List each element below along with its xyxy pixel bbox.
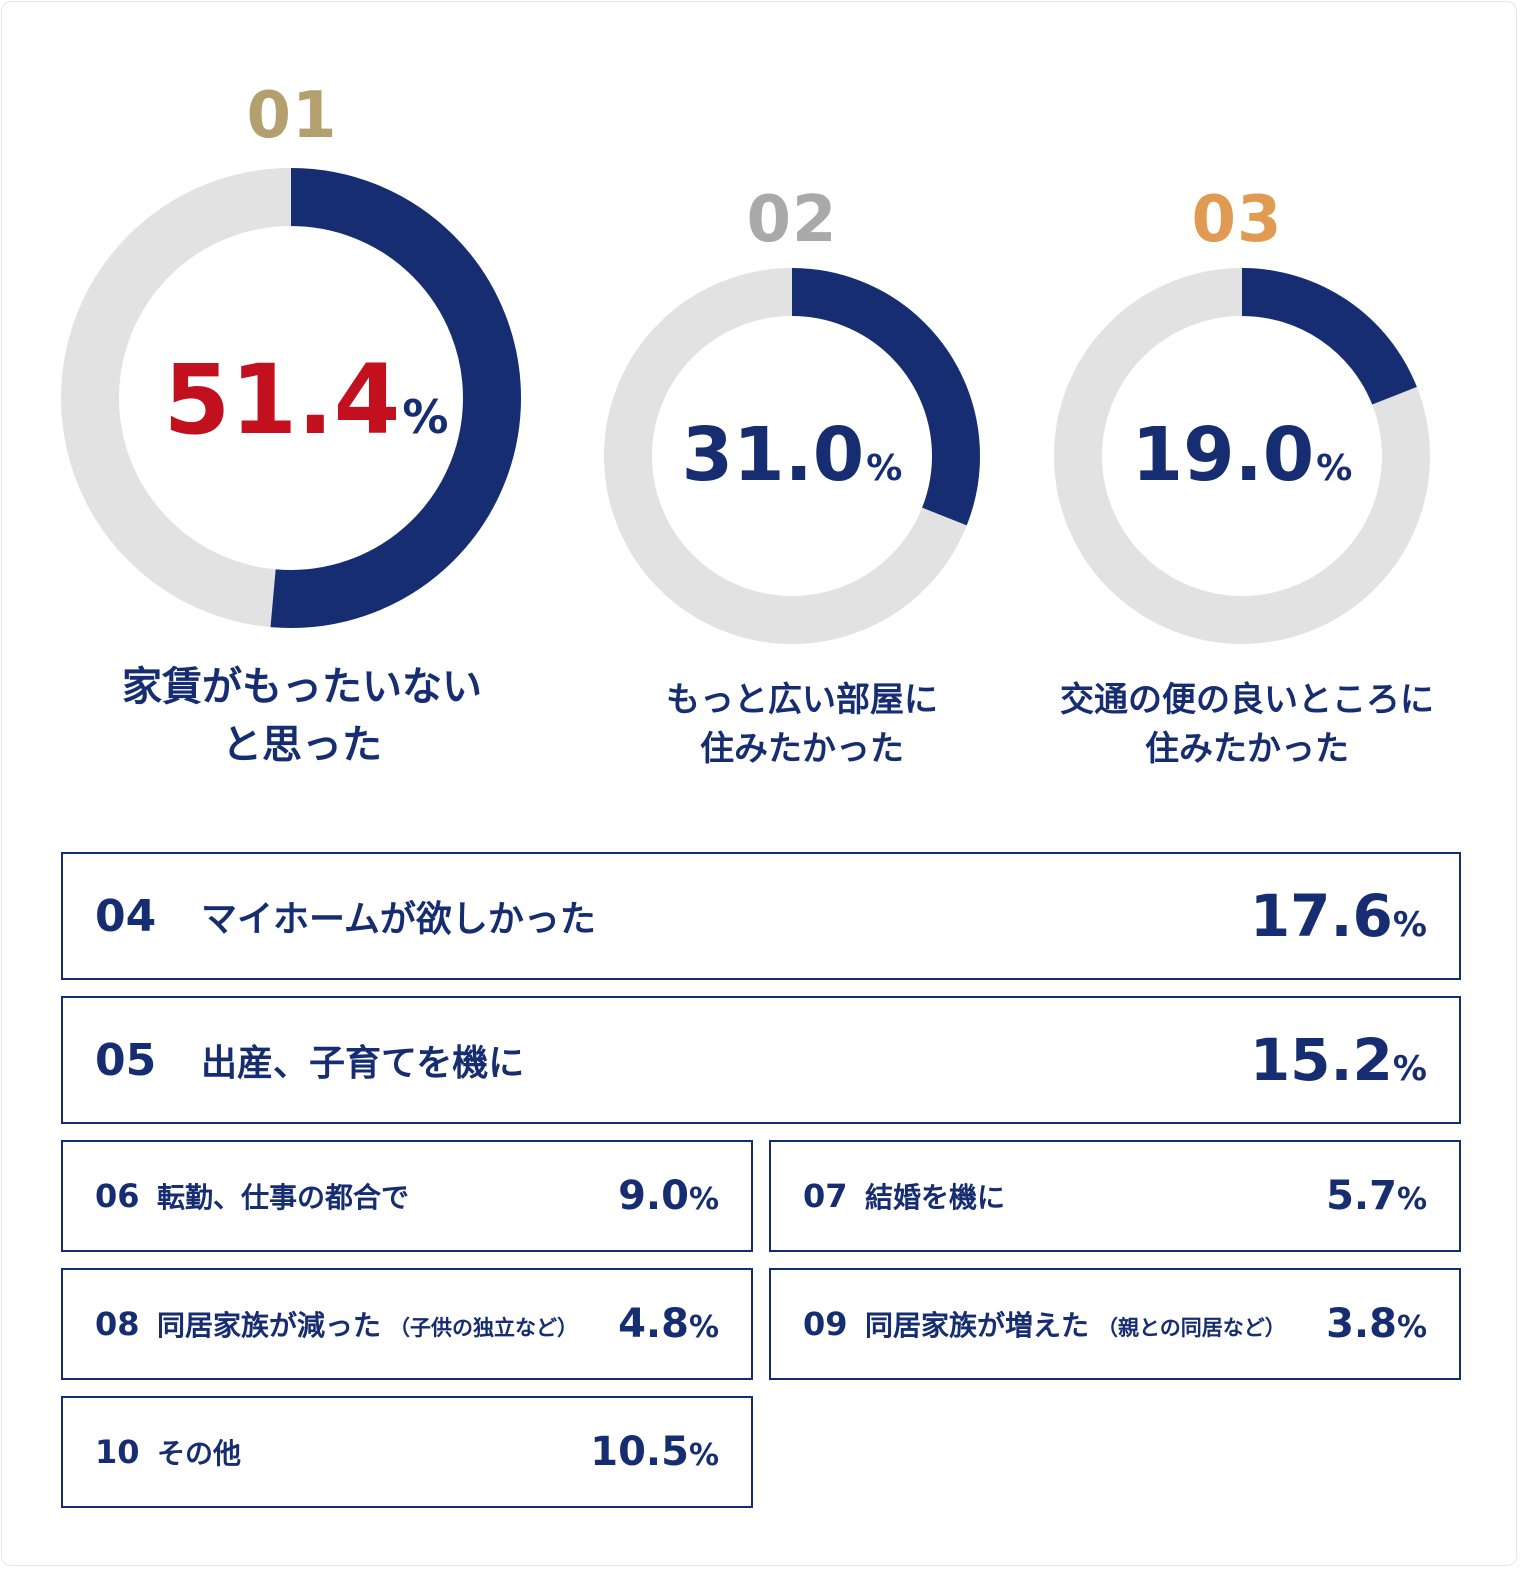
label-02-line-1: もっと広い部屋に [666,680,938,720]
item-08-label: 同居家族が減った （子供の独立など） [157,1304,578,1344]
item-07-unit: % [1396,1182,1427,1217]
item-09-number: 3.8 [1326,1301,1397,1347]
rank-02: 02 [746,183,838,257]
item-08-label-main: 同居家族が減った [157,1309,382,1342]
item-07-label: 結婚を機に [865,1181,1006,1214]
item-07-value: 5.7% [1326,1173,1427,1219]
item-10: 10 その他 10.5% [61,1396,753,1508]
rank-01: 01 [246,79,338,153]
item-04: 04 マイホームが欲しかった 17.6% [61,852,1461,980]
donut-arc-02 [604,268,980,644]
donut-03 [1054,268,1430,644]
item-10-rank: 10 [95,1433,140,1471]
value-02-number: 31.0 [681,412,865,498]
item-08-note: （子供の独立など） [389,1316,579,1340]
rank-03: 03 [1191,183,1283,257]
label-01-line-2: と思った [222,722,382,768]
value-01-unit: % [402,390,449,444]
donut-arc-01 [61,168,521,628]
label-02-line-2: 住みたかった [700,729,904,770]
item-05: 05 出産、子育てを機に 15.2% [61,996,1461,1124]
value-02: 31.0 % [662,418,922,492]
item-06-label: 転勤、仕事の都合で [157,1181,410,1214]
item-10-number: 10.5 [590,1429,689,1475]
item-04-value: 17.6% [1250,882,1427,950]
item-09: 09 同居家族が増えた （親との同居など） 3.8% [769,1268,1461,1380]
value-02-unit: % [866,448,903,489]
donut-01 [61,168,521,628]
value-01-number: 51.4 [163,344,401,456]
value-01: 51.4 % [141,352,471,448]
value-03-unit: % [1316,448,1353,489]
item-08-value: 4.8% [618,1301,719,1347]
item-06-value: 9.0% [618,1173,719,1219]
item-08-number: 4.8 [618,1301,689,1347]
item-05-unit: % [1392,1049,1427,1089]
value-03: 19.0 % [1112,418,1372,492]
label-01-line-1: 家賃がもったいない [122,664,482,710]
label-01: 家賃がもったいない と思った [62,658,542,774]
value-03-number: 19.0 [1131,412,1315,498]
item-09-unit: % [1396,1310,1427,1345]
item-05-rank: 05 [95,1034,157,1086]
item-04-label: マイホームが欲しかった [201,899,596,940]
item-05-value: 15.2% [1250,1026,1427,1094]
item-06-number: 9.0 [618,1173,689,1219]
donut-02 [604,268,980,644]
item-09-label-main: 同居家族が増えた [865,1309,1090,1342]
item-10-unit: % [688,1438,719,1473]
item-08-unit: % [688,1310,719,1345]
item-07: 07 結婚を機に 5.7% [769,1140,1461,1252]
item-09-label: 同居家族が増えた （親との同居など） [865,1304,1286,1344]
item-08: 08 同居家族が減った （子供の独立など） 4.8% [61,1268,753,1380]
item-10-label: その他 [157,1437,242,1470]
item-05-label: 出産、子育てを機に [201,1043,525,1084]
item-07-number: 5.7 [1326,1173,1397,1219]
item-09-rank: 09 [803,1305,848,1343]
item-04-number: 17.6 [1249,882,1393,950]
item-07-rank: 07 [803,1177,848,1215]
item-08-rank: 08 [95,1305,140,1343]
item-06-rank: 06 [95,1177,140,1215]
label-03: 交通の便の良いところに 住みたかった [1022,676,1472,775]
item-10-value: 10.5% [590,1429,719,1475]
item-09-value: 3.8% [1326,1301,1427,1347]
item-05-number: 15.2 [1249,1026,1393,1094]
label-02: もっと広い部屋に 住みたかった [592,676,1012,775]
item-04-unit: % [1392,905,1427,945]
label-03-line-1: 交通の便の良いところに [1060,680,1434,720]
item-09-note: （親との同居など） [1097,1316,1286,1340]
item-06: 06 転勤、仕事の都合で 9.0% [61,1140,753,1252]
label-03-line-2: 住みたかった [1145,729,1349,770]
item-06-unit: % [688,1182,719,1217]
donut-arc-03 [1054,268,1430,644]
item-04-rank: 04 [95,890,157,942]
